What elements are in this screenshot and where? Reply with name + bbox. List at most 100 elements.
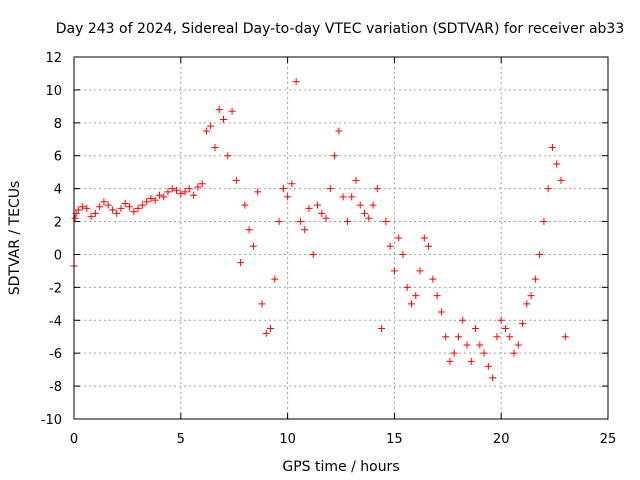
y-tick-label: -4: [49, 314, 62, 329]
data-point: [343, 218, 351, 226]
data-point: [138, 201, 146, 209]
x-axis-title: GPS time / hours: [282, 459, 399, 475]
data-point: [390, 267, 398, 275]
data-point: [416, 267, 424, 275]
data-point: [117, 204, 125, 212]
data-point: [484, 362, 492, 370]
data-point: [352, 176, 360, 184]
data-point: [459, 316, 467, 324]
data-point: [134, 204, 142, 212]
data-point: [241, 201, 249, 209]
data-point: [198, 180, 206, 188]
y-tick-label: 0: [54, 248, 62, 263]
data-point: [561, 333, 569, 341]
data-point: [501, 325, 509, 332]
data-point: [155, 191, 163, 199]
data-point: [271, 275, 279, 283]
y-tick-label: 2: [54, 216, 62, 231]
data-point: [177, 190, 185, 198]
data-point: [420, 234, 428, 242]
data-point: [412, 292, 420, 300]
data-point: [493, 333, 501, 341]
data-point: [425, 242, 433, 250]
data-point: [284, 193, 292, 201]
data-point: [164, 188, 172, 196]
data-point: [296, 218, 304, 226]
data-point: [190, 191, 198, 199]
data-point: [121, 199, 129, 207]
data-point: [454, 333, 462, 341]
data-point: [442, 333, 450, 341]
data-point: [548, 144, 556, 151]
data-point: [527, 292, 535, 300]
y-tick-label: -10: [41, 413, 62, 428]
y-tick-label: 12: [45, 51, 62, 66]
y-axis-title: SDTVAR / TECUs: [7, 181, 23, 296]
data-point: [147, 195, 155, 203]
data-point: [480, 349, 488, 357]
data-point: [202, 127, 210, 135]
data-point: [83, 204, 91, 212]
y-tick-label: -8: [49, 380, 62, 395]
x-tick-label: 10: [279, 432, 296, 447]
x-tick-label: 15: [386, 432, 403, 447]
data-point: [267, 325, 275, 332]
data-point: [87, 213, 95, 221]
data-point: [386, 242, 394, 250]
data-point: [544, 185, 552, 193]
data-point: [407, 300, 415, 308]
data-point: [168, 185, 176, 193]
data-point: [224, 152, 232, 160]
data-point: [553, 160, 561, 168]
data-point: [232, 176, 240, 184]
data-point: [96, 203, 104, 211]
data-point: [403, 283, 411, 291]
data-point: [322, 214, 330, 222]
data-point: [314, 201, 322, 209]
data-point: [211, 144, 219, 151]
data-point: [249, 242, 257, 250]
plot-frame: [73, 56, 609, 420]
data-point: [79, 203, 87, 211]
data-point: [71, 214, 79, 222]
data-point: [378, 325, 386, 332]
data-point: [130, 208, 138, 216]
data-point: [489, 374, 497, 382]
data-point: [275, 218, 283, 226]
data-point: [262, 329, 270, 337]
data-point: [279, 185, 287, 193]
chart-title: Day 243 of 2024, Sidereal Day-to-day VTE…: [56, 21, 625, 37]
data-point: [348, 193, 356, 201]
data-point: [181, 188, 189, 196]
data-point: [497, 316, 505, 324]
y-tick-label: -6: [49, 347, 62, 362]
data-point: [395, 234, 403, 242]
data-point: [510, 349, 518, 357]
data-point: [100, 198, 108, 206]
data-point: [91, 209, 99, 217]
data-point: [399, 250, 407, 258]
data-point: [519, 320, 527, 328]
data-point: [215, 106, 223, 114]
data-point: [160, 193, 168, 201]
data-point: [254, 188, 262, 196]
data-point: [476, 341, 484, 349]
data-point: [467, 357, 475, 365]
data-point: [472, 325, 480, 332]
data-points: [70, 78, 569, 382]
data-point: [331, 152, 339, 160]
x-tick-label: 20: [493, 432, 510, 447]
data-point: [143, 198, 151, 206]
y-tick-label: 10: [45, 84, 62, 99]
data-point: [288, 180, 296, 188]
data-point: [365, 214, 373, 222]
data-point: [373, 185, 381, 193]
data-point: [433, 292, 441, 300]
data-point: [536, 250, 544, 258]
data-point: [450, 349, 458, 357]
y-tick-label: -2: [49, 281, 62, 296]
x-tick-label: 5: [177, 432, 185, 447]
data-point: [220, 116, 228, 124]
data-point: [292, 78, 300, 86]
